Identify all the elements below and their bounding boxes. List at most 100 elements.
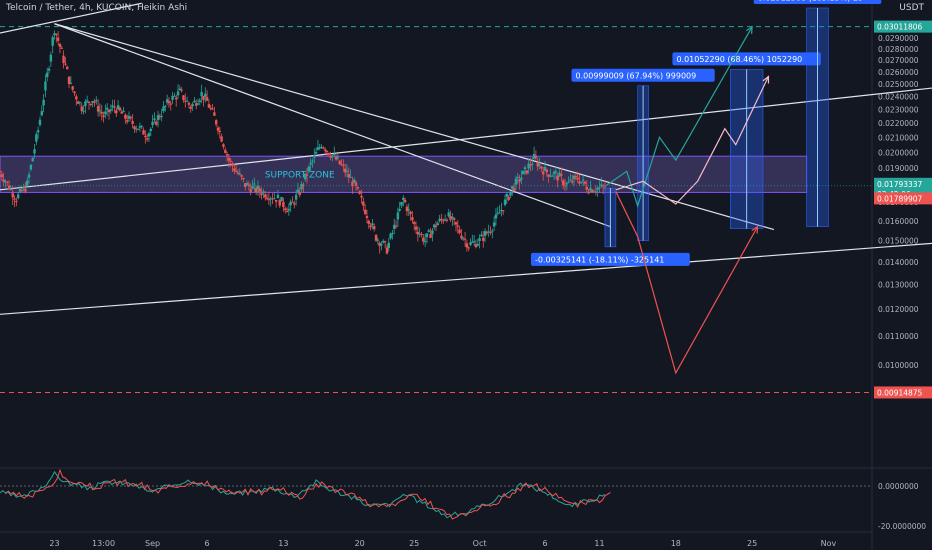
candle-body <box>574 176 578 178</box>
candle-body <box>171 95 174 100</box>
candle-body <box>569 179 572 181</box>
candle-body <box>42 99 45 106</box>
candle-body <box>532 154 536 159</box>
candle-body <box>118 107 122 111</box>
candle-body <box>7 185 11 190</box>
candle-body <box>329 156 332 158</box>
candle-body <box>67 76 71 85</box>
time-tick-label: Oct <box>473 539 487 548</box>
candle-body <box>216 127 220 131</box>
candle-body <box>200 91 203 97</box>
candle-body <box>256 185 260 189</box>
candle-body <box>378 242 381 247</box>
price-tag-bg-target <box>874 20 932 33</box>
candle-body <box>89 103 93 105</box>
candle-body <box>165 99 169 103</box>
candle-body <box>376 239 380 241</box>
candle-body <box>191 103 194 107</box>
candle-body <box>105 107 109 110</box>
candle-body <box>149 128 152 132</box>
candle-body <box>578 181 581 184</box>
candle-body <box>4 181 7 183</box>
candle-body <box>527 163 530 169</box>
candle-body <box>20 189 23 192</box>
candle-body <box>227 157 231 161</box>
candle-body <box>29 164 33 170</box>
candle-body <box>115 110 118 114</box>
candle-body <box>175 97 178 100</box>
candle-body <box>0 171 2 173</box>
candle-body <box>93 101 96 103</box>
candle-body <box>231 163 234 166</box>
candle-body <box>581 179 585 181</box>
candle-body <box>98 110 102 112</box>
candle-body <box>225 154 229 156</box>
candle-body <box>334 156 338 160</box>
candle-body <box>502 210 505 212</box>
candle-body <box>394 225 398 227</box>
price-tick-label: 0.0220000 <box>878 119 919 128</box>
candle-body <box>380 244 383 246</box>
candle-body <box>247 184 251 187</box>
candle-body <box>580 181 583 183</box>
measure-label-measure-1: 0.00999009 (67.94%) 999009 <box>576 71 697 80</box>
candle-body <box>367 220 370 224</box>
candle-body <box>565 183 568 185</box>
candle-body <box>280 196 283 202</box>
candle-body <box>55 33 58 35</box>
candle-body <box>254 187 258 193</box>
candle-body <box>422 237 425 242</box>
candle-body <box>162 106 165 112</box>
candle-body <box>489 231 492 233</box>
candle-body <box>27 174 31 178</box>
candle-body <box>525 170 529 174</box>
candle-body <box>496 212 499 214</box>
oscillator-tick-label: -20.0000000 <box>878 522 926 531</box>
candle-body <box>512 188 516 191</box>
candle-body <box>449 216 452 220</box>
candle-body <box>434 225 438 227</box>
candle-body <box>204 93 207 97</box>
support-zone-fill <box>0 156 807 193</box>
candle-body <box>262 191 265 194</box>
candle-body <box>567 181 570 183</box>
candle-body <box>276 194 280 199</box>
candle-body <box>6 181 9 183</box>
candle-body <box>543 166 547 171</box>
candle-body <box>547 174 550 177</box>
candle-body <box>589 187 592 191</box>
candle-body <box>82 110 85 112</box>
price-tag-target: 0.03011806 <box>877 23 923 32</box>
candle-body <box>374 234 378 241</box>
candle-body <box>587 191 590 194</box>
price-tick-label: 0.0160000 <box>878 217 919 226</box>
candle-body <box>554 171 558 173</box>
candle-body <box>135 128 138 130</box>
candle-body <box>31 157 34 162</box>
candle-body <box>153 118 156 121</box>
candle-body <box>307 166 311 172</box>
candle-body <box>400 202 403 206</box>
candle-body <box>483 231 487 237</box>
candle-body <box>373 226 376 230</box>
candle-body <box>24 188 27 192</box>
candle-body <box>62 55 65 63</box>
candle-body <box>84 101 87 107</box>
candle-body <box>558 172 561 177</box>
candle-body <box>541 171 545 175</box>
price-tag-bg-low <box>874 192 932 205</box>
price-tick-label: 0.0230000 <box>878 105 919 114</box>
time-tick-label: Sep <box>145 539 160 548</box>
candle-body <box>551 175 554 177</box>
candle-body <box>456 225 459 227</box>
candle-body <box>249 189 252 193</box>
price-tick-label: 0.0260000 <box>878 68 919 77</box>
candle-body <box>238 173 241 175</box>
price-tick-label: 0.0250000 <box>878 80 919 89</box>
candle-body <box>511 185 514 189</box>
candle-body <box>371 223 374 226</box>
measure-label-measure-3: 0.02912308 (185.13%) 29 <box>758 0 863 3</box>
candle-body <box>211 108 214 110</box>
candle-body <box>11 193 14 198</box>
